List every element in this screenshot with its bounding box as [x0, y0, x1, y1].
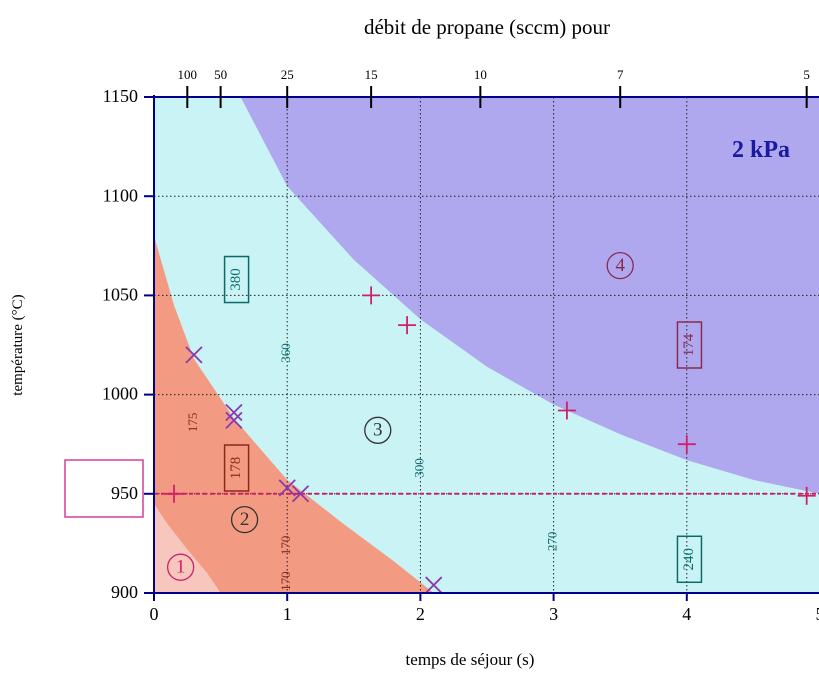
boxed-label: 380 [228, 268, 244, 291]
plus-marker [557, 401, 576, 420]
x-tick-label: 5 [816, 604, 819, 624]
y-tick-label: 1150 [103, 86, 138, 106]
top-tick-label: 50 [214, 67, 227, 82]
region-2-circle [230, 505, 259, 534]
top-tick-label: 5 [803, 67, 810, 82]
ticks: 0123459009501000105011001150100502515107… [102, 67, 819, 624]
pressure-annotation: 2 kPa [732, 137, 790, 163]
cross-marker-b [225, 403, 243, 422]
cross-marker [278, 479, 296, 497]
vertical-label: 175 [185, 413, 200, 433]
chart-title: débit de propane (sccm) pour [364, 15, 610, 39]
region-2 [154, 235, 434, 593]
region-3-label: 3 [373, 420, 383, 441]
region-labels: 1 2 3 4 [166, 251, 634, 581]
x-axis-label: temps de séjour (s) [406, 650, 535, 669]
top-tick-label: 15 [365, 67, 378, 82]
x-tick-label: 4 [682, 604, 691, 624]
boxed-label: 240 [681, 548, 697, 571]
boxed-labels: 380 178 174 240 [223, 255, 703, 584]
boxed-label: 178 [228, 457, 244, 480]
boxed-label-frame [676, 321, 703, 369]
y-tick-label: 1050 [102, 285, 138, 305]
x-tick-label: 2 [416, 604, 425, 624]
cross-marker [185, 346, 203, 364]
region-4-circle [606, 251, 634, 280]
y-tick-label: 950 [111, 483, 138, 503]
x-tick-label: 0 [150, 604, 159, 624]
top-tick-label: 7 [617, 67, 624, 82]
boxed-label: 174 [681, 333, 697, 356]
cross-marker [425, 576, 443, 593]
markers [164, 286, 816, 593]
boxed-label-frame [223, 255, 250, 304]
cross-marker [291, 485, 310, 503]
region-2-label: 2 [240, 509, 250, 530]
cross-marker-b [291, 485, 310, 503]
cross-marker [225, 403, 243, 422]
y-tick-label: 1100 [103, 185, 138, 205]
x-tick-label: 1 [283, 604, 292, 624]
vertical-label: 270 [545, 532, 560, 552]
cross-marker-b [278, 479, 296, 497]
vertical-label: 360 [278, 343, 293, 363]
region-4-label: 4 [615, 255, 625, 276]
vertical-label: 170 [278, 571, 293, 591]
region-3-circle [364, 416, 392, 444]
region-1-label: 1 [176, 557, 186, 578]
plus-marker [398, 316, 417, 335]
axes [153, 95, 819, 594]
top-tick-label: 10 [474, 67, 487, 82]
cross-marker-b [225, 411, 243, 430]
top-tick-label: 25 [281, 67, 294, 82]
y-tick-label: 900 [111, 582, 138, 602]
region-1-circle [166, 553, 195, 581]
boxed-label-frame [676, 535, 703, 584]
plus-marker [362, 286, 381, 305]
plot-area: 175 360 300 270 170 170 380 178 174 240 1 2 3 4 [154, 97, 819, 593]
highlight-box-950 [64, 459, 144, 518]
x-tick-label: 3 [549, 604, 558, 624]
plus-marker [164, 484, 183, 503]
vertical-label: 300 [411, 458, 426, 478]
top-tick-label: 100 [178, 67, 198, 82]
y-axis-label: température (°C) [10, 294, 26, 395]
boxed-label-frame [223, 444, 250, 492]
y-tick-label: 1000 [102, 384, 138, 404]
region-1 [154, 503, 221, 593]
plus-marker [677, 435, 696, 454]
vertical-labels: 175 360 300 270 170 170 [185, 343, 560, 591]
cross-marker [225, 411, 243, 430]
vertical-label: 170 [278, 536, 293, 556]
cross-marker-b [425, 576, 443, 593]
plus-marker [797, 486, 816, 505]
cross-marker-b [185, 346, 203, 364]
